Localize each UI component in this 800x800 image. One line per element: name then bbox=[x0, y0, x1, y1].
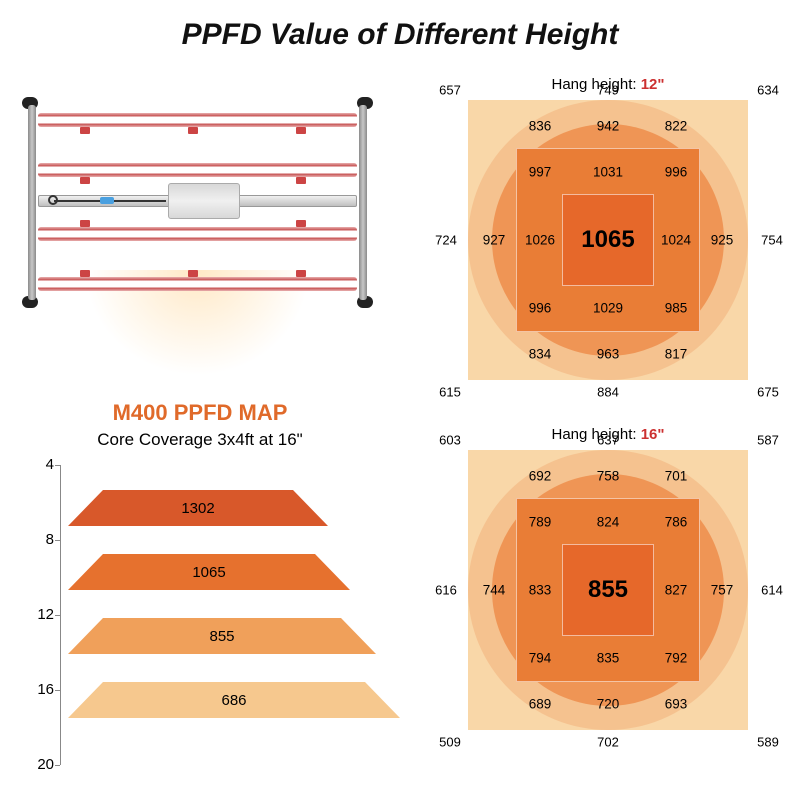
ppfd-value: 758 bbox=[597, 469, 620, 484]
ppfd-value: 1065 bbox=[581, 226, 634, 254]
ppfd-value: 786 bbox=[665, 515, 688, 530]
ppfd-value: 589 bbox=[757, 735, 779, 750]
ppfd-value: 587 bbox=[757, 433, 779, 448]
ppfd-value: 615 bbox=[439, 385, 461, 400]
ppfd-value: 702 bbox=[597, 735, 619, 750]
ppfd-value: 835 bbox=[597, 651, 620, 666]
ppfd-value: 692 bbox=[529, 469, 552, 484]
ppfd-value: 657 bbox=[439, 83, 461, 98]
axis-tick: 12 bbox=[24, 606, 54, 623]
ppfd-value: 817 bbox=[665, 347, 688, 362]
ppfd-value: 724 bbox=[435, 233, 457, 248]
ppfd-value: 996 bbox=[529, 301, 552, 316]
ppfd-bar: 855 bbox=[68, 618, 376, 654]
ppfd-value: 1026 bbox=[525, 233, 555, 248]
ppfd-value: 884 bbox=[597, 385, 619, 400]
ppfd-value: 963 bbox=[597, 347, 620, 362]
ppfd-value: 834 bbox=[529, 347, 552, 362]
ppfd-value: 616 bbox=[435, 583, 457, 598]
ppfd-map-subtitle: Core Coverage 3x4ft at 16" bbox=[20, 430, 380, 450]
ppfd-value: 675 bbox=[757, 385, 779, 400]
ppfd-bar: 686 bbox=[68, 682, 400, 718]
ppfd-value: 693 bbox=[665, 697, 688, 712]
ppfd-value: 997 bbox=[529, 165, 552, 180]
ppfd-value: 634 bbox=[757, 83, 779, 98]
axis-tick: 16 bbox=[24, 681, 54, 698]
ppfd-bar: 1065 bbox=[68, 554, 350, 590]
ppfd-value: 603 bbox=[439, 433, 461, 448]
axis-tick: 4 bbox=[24, 456, 54, 473]
ppfd-value: 701 bbox=[665, 469, 688, 484]
ppfd-value: 827 bbox=[665, 583, 688, 598]
ppfd-map-title: M400 PPFD MAP bbox=[20, 400, 380, 426]
ppfd-value: 927 bbox=[483, 233, 506, 248]
ppfd-value: 614 bbox=[761, 583, 783, 598]
ppfd-value: 855 bbox=[588, 576, 628, 604]
grow-light-image bbox=[20, 95, 375, 310]
ppfd-grid-16in: Hang height: 16"603587509589637614702616… bbox=[468, 450, 748, 730]
ppfd-value: 792 bbox=[665, 651, 688, 666]
ppfd-value: 720 bbox=[597, 697, 620, 712]
ppfd-value: 1029 bbox=[593, 301, 623, 316]
ppfd-value: 942 bbox=[597, 119, 620, 134]
ppfd-value: 744 bbox=[483, 583, 506, 598]
ppfd-value: 794 bbox=[529, 651, 552, 666]
ppfd-value: 824 bbox=[597, 515, 620, 530]
ppfd-value: 925 bbox=[711, 233, 734, 248]
ppfd-value: 833 bbox=[529, 583, 552, 598]
axis-tick: 20 bbox=[24, 756, 54, 773]
ppfd-value: 757 bbox=[711, 583, 734, 598]
ppfd-value: 509 bbox=[439, 735, 461, 750]
page-title: PPFD Value of Different Height bbox=[0, 0, 800, 52]
ppfd-bar: 1302 bbox=[68, 490, 328, 526]
ppfd-value: 985 bbox=[665, 301, 688, 316]
ppfd-grid-12in: Hang height: 12"657634615675749754884724… bbox=[468, 100, 748, 380]
ppfd-value: 754 bbox=[761, 233, 783, 248]
axis-tick: 8 bbox=[24, 531, 54, 548]
ppfd-value: 1024 bbox=[661, 233, 691, 248]
ppfd-value: 836 bbox=[529, 119, 552, 134]
ppfd-value: 689 bbox=[529, 697, 552, 712]
ppfd-axis bbox=[60, 465, 61, 765]
ppfd-value: 749 bbox=[597, 83, 619, 98]
ppfd-value: 996 bbox=[665, 165, 688, 180]
ppfd-value: 822 bbox=[665, 119, 688, 134]
ppfd-value: 789 bbox=[529, 515, 552, 530]
ppfd-value: 637 bbox=[597, 433, 619, 448]
ppfd-value: 1031 bbox=[593, 165, 623, 180]
